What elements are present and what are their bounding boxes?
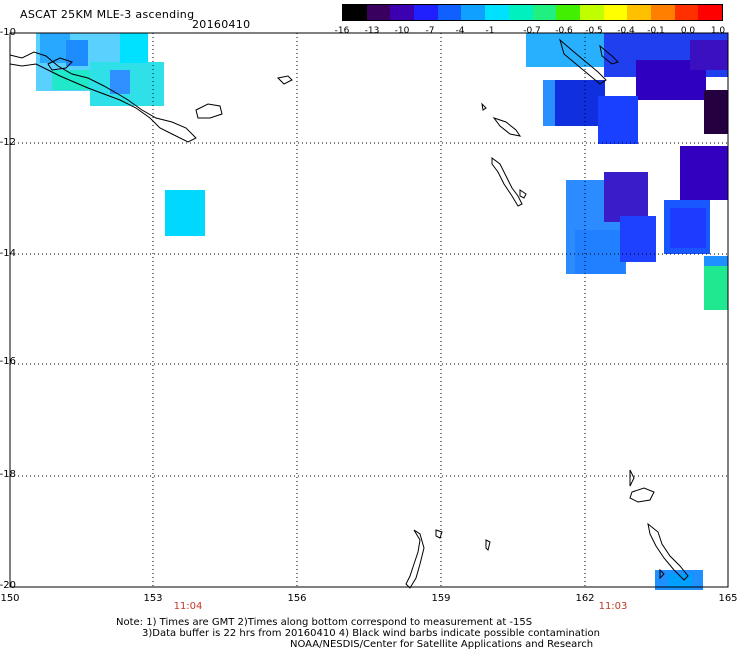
coast-guadalcanal: [492, 117, 522, 137]
swath-cell: [680, 146, 728, 200]
lon-label: 153: [143, 593, 163, 604]
swath-cell: [670, 208, 706, 248]
coast-reef-b: [629, 487, 655, 503]
coast-island-c: [519, 189, 527, 199]
colorbar-tick-label: 1.0: [710, 26, 726, 36]
colorbar-tick-label: -4: [455, 26, 465, 36]
coast-malaita: [491, 157, 523, 207]
coast-choiseul: [599, 44, 619, 65]
swath-cell: [110, 70, 130, 94]
swath-cell: [620, 216, 656, 262]
colorbar-segment: [390, 5, 415, 20]
swath-cell: [40, 33, 70, 63]
colorbar-segment: [414, 5, 438, 20]
coast-islet-c: [659, 568, 665, 580]
pass-time-label: 11:03: [598, 601, 628, 612]
swath-cell: [66, 40, 88, 66]
swath-cell: [165, 190, 205, 236]
coastlines: [9, 38, 689, 589]
coast-island-b: [47, 57, 73, 71]
lat-label: -10: [0, 27, 16, 38]
lat-label: -18: [0, 469, 16, 480]
lat-label: -20: [0, 580, 16, 591]
colorbar-segment: [461, 5, 486, 20]
lon-label: 162: [575, 593, 595, 604]
graticule: [10, 33, 728, 587]
lon-label: 165: [718, 593, 738, 604]
colorbar-segment: [579, 5, 604, 20]
coast-island-a: [276, 75, 293, 85]
colorbar-segment: [532, 5, 557, 20]
coast-santa-isabel: [481, 102, 487, 111]
colorbar-tick-label: -0.6: [555, 26, 573, 36]
product-title: ASCAT 25KM MLE-3 ascending: [20, 8, 195, 21]
coast-new-caledonia-west: [405, 529, 425, 589]
footer-credit: NOAA/NESDIS/Center for Satellite Applica…: [290, 639, 594, 650]
footer-note-1: Note: 1) Times are GMT 2)Times along bot…: [116, 617, 533, 628]
coast-islet-a: [435, 529, 443, 539]
coast-png-mainland: [9, 51, 197, 143]
swath-cell: [120, 33, 148, 63]
colorbar-tick-label: 0.0: [680, 26, 696, 36]
colorbar-segment: [366, 5, 391, 20]
colorbar: [342, 4, 723, 21]
colorbar-tick-label: -1: [485, 26, 495, 36]
colorbar-segment: [650, 5, 675, 20]
colorbar-segment: [603, 5, 628, 20]
swath-cell: [598, 96, 638, 144]
swath-cell: [575, 230, 625, 274]
colorbar-tick-label: -10: [394, 26, 410, 36]
lat-label: -12: [0, 137, 16, 148]
product-date: 20160410: [192, 18, 251, 31]
coast-reef-a: [629, 469, 635, 487]
colorbar-tick-labels: -16 -13 -10 -7 -4 -1 -0.7 -0.6 -0.5 -0.4 -0.1 0.0 1.…: [335, 26, 726, 38]
colorbar-segment: [508, 5, 533, 20]
coast-new-britain: [195, 103, 223, 119]
colorbar-segment: [627, 5, 651, 20]
colorbar-tick-label: -7: [425, 26, 435, 36]
colorbar-tick-label: -0.4: [617, 26, 635, 36]
swath-cell: [704, 90, 728, 134]
swath-cell: [690, 40, 728, 70]
colorbar-tick-label: -0.5: [585, 26, 603, 36]
colorbar-tick-label: -0.7: [523, 26, 541, 36]
colorbar-tick-label: -13: [364, 26, 380, 36]
coast-bougainville: [559, 38, 607, 85]
lon-label: 150: [0, 593, 20, 604]
colorbar-segment: [556, 5, 580, 20]
pass-time-label: 11:04: [173, 601, 203, 612]
coast-reef-c: [647, 522, 689, 581]
swath-cell: [604, 172, 648, 222]
lon-label: 159: [431, 593, 451, 604]
lat-label: -14: [0, 248, 16, 259]
colorbar-segment: [674, 5, 699, 20]
footer-note-2: 3)Data buffer is 22 hrs from 20160410 4)…: [142, 628, 600, 639]
colorbar-segment: [437, 5, 462, 20]
colorbar-segment: [698, 5, 722, 20]
swath-cell: [704, 256, 728, 266]
swath-cell: [555, 80, 605, 126]
lon-label: 156: [287, 593, 307, 604]
colorbar-tick-label: -0.1: [647, 26, 665, 36]
colorbar-tick-label: -16: [334, 26, 350, 36]
coast-islet-b: [485, 539, 491, 551]
data-swaths: [36, 33, 728, 590]
colorbar-segment: [485, 5, 509, 20]
lat-label: -16: [0, 356, 16, 367]
plot-frame: [9, 32, 729, 588]
colorbar-segment: [343, 5, 367, 20]
